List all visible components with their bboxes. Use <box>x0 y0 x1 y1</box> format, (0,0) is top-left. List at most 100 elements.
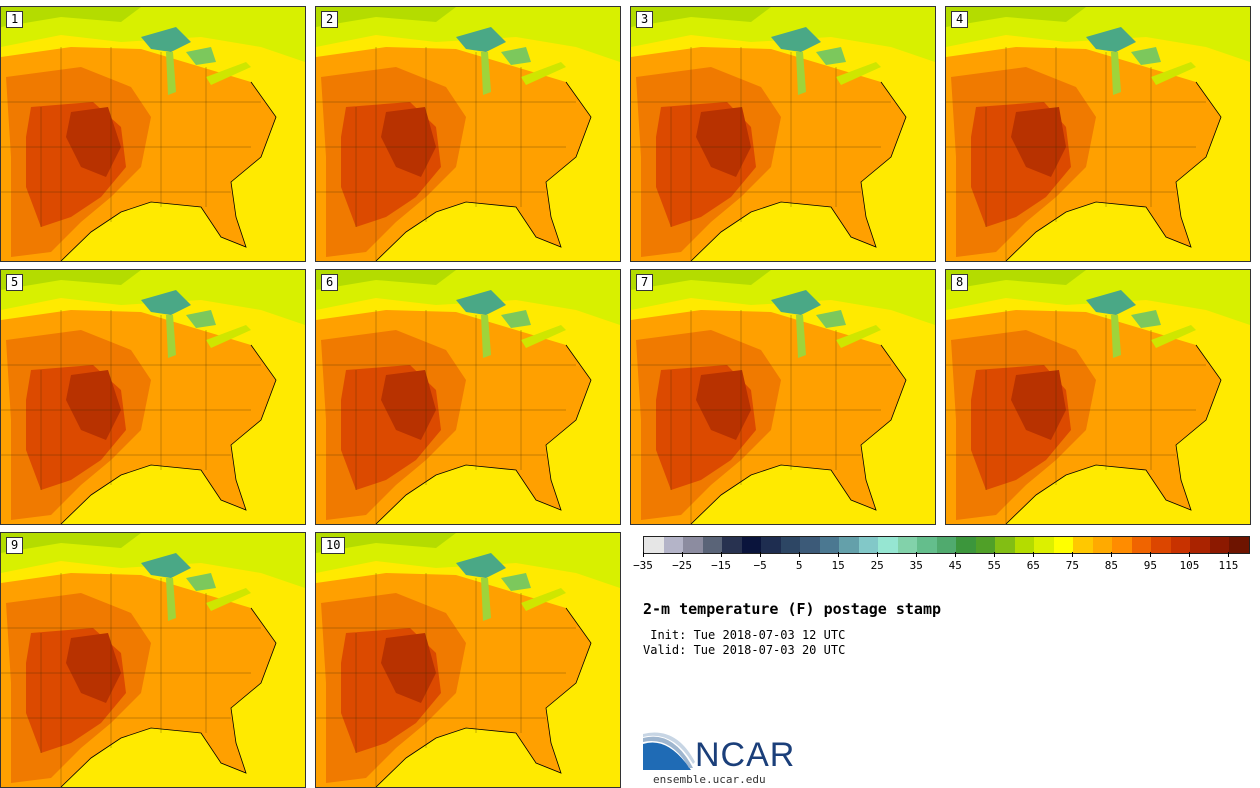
panel-label: 3 <box>636 11 654 28</box>
colorbar-swatch <box>800 537 820 553</box>
colorbar-tick <box>721 552 723 557</box>
colorbar-swatch <box>761 537 781 553</box>
colorbar-swatch <box>1034 537 1054 553</box>
temperature-map <box>946 7 1250 261</box>
colorbar-tick-label: 75 <box>1065 559 1079 572</box>
colorbar-tick-label: −35 <box>633 559 653 572</box>
colorbar-tick <box>1072 552 1074 557</box>
colorbar-tick-label: 5 <box>795 559 803 572</box>
colorbar-tick-label: 55 <box>987 559 1001 572</box>
map-panel-9: 9 <box>0 532 306 788</box>
colorbar-tick <box>1111 552 1113 557</box>
colorbar-tick <box>838 552 840 557</box>
colorbar-tick <box>994 552 996 557</box>
colorbar-tick <box>760 552 762 557</box>
colorbar-swatch <box>995 537 1015 553</box>
colorbar-swatch <box>1170 537 1191 553</box>
panel-label: 10 <box>321 537 346 554</box>
colorbar-tick-label: 15 <box>831 559 845 572</box>
panel-label: 4 <box>951 11 969 28</box>
ncar-logo-icon <box>643 732 695 770</box>
panel-label: 9 <box>6 537 24 554</box>
colorbar-swatch <box>1190 537 1210 553</box>
colorbar-tick-label: 85 <box>1104 559 1118 572</box>
panel-label: 1 <box>6 11 24 28</box>
colorbar-tick-label: 45 <box>948 559 962 572</box>
colorbar-tick <box>955 552 957 557</box>
temperature-map <box>631 270 935 524</box>
ncar-wordmark: NCAR <box>695 736 796 774</box>
colorbar-tick-label: 65 <box>1026 559 1040 572</box>
panel-label: 6 <box>321 274 339 291</box>
colorbar-swatch <box>683 537 703 553</box>
colorbar-tick-label: 105 <box>1179 559 1200 572</box>
colorbar-swatch <box>644 537 664 553</box>
panel-label: 7 <box>636 274 654 291</box>
colorbar-swatch <box>741 537 762 553</box>
map-panel-4: 4 <box>945 6 1251 262</box>
colorbar-tick <box>1033 552 1035 557</box>
colorbar-swatch <box>1151 537 1171 553</box>
colorbar-swatch <box>975 537 996 553</box>
colorbar-swatch <box>839 537 859 553</box>
temperature-map <box>316 7 620 261</box>
colorbar-tick-label: 25 <box>870 559 884 572</box>
colorbar-swatch <box>722 537 742 553</box>
temperature-map <box>316 533 620 787</box>
map-panel-8: 8 <box>945 269 1251 525</box>
colorbar-tick-label: −15 <box>711 559 731 572</box>
colorbar-tick-label: 95 <box>1143 559 1158 572</box>
colorbar-swatch <box>1131 537 1152 553</box>
colorbar-tick <box>1228 552 1230 557</box>
colorbar-swatch <box>1229 537 1249 553</box>
colorbar-tick-label: 35 <box>909 559 923 572</box>
ensemble-url: ensemble.ucar.edu <box>653 773 766 786</box>
map-panel-5: 5 <box>0 269 306 525</box>
map-panel-1: 1 <box>0 6 306 262</box>
temperature-map <box>631 7 935 261</box>
colorbar-swatch <box>1112 537 1132 553</box>
map-panel-2: 2 <box>315 6 621 262</box>
map-panel-3: 3 <box>630 6 936 262</box>
colorbar-swatch <box>1209 537 1230 553</box>
map-panel-7: 7 <box>630 269 936 525</box>
colorbar <box>643 536 1250 554</box>
colorbar-swatch <box>702 537 723 553</box>
panel-label: 8 <box>951 274 969 291</box>
valid-time: Valid: Tue 2018-07-03 20 UTC <box>643 643 846 657</box>
colorbar-tick-label: −25 <box>672 559 692 572</box>
temperature-map <box>1 270 305 524</box>
colorbar-swatch <box>819 537 840 553</box>
colorbar-tick <box>916 552 918 557</box>
colorbar-tick <box>877 552 879 557</box>
colorbar-swatch <box>858 537 879 553</box>
colorbar-tick <box>643 552 644 557</box>
temperature-map <box>316 270 620 524</box>
colorbar-tick <box>682 552 684 557</box>
colorbar-swatch <box>1073 537 1093 553</box>
colorbar-swatch <box>917 537 937 553</box>
colorbar-swatch <box>1053 537 1074 553</box>
map-panel-10: 10 <box>315 532 621 788</box>
plot-title: 2-m temperature (F) postage stamp <box>643 600 942 618</box>
colorbar-swatch <box>956 537 976 553</box>
colorbar-swatch <box>936 537 957 553</box>
colorbar-tick <box>1150 552 1152 557</box>
temperature-map <box>946 270 1250 524</box>
colorbar-ticks: −35 −25 −15 −5 5 15 25 35 45 55 65 75 85 95 105 115 <box>633 552 1248 582</box>
panel-label: 2 <box>321 11 339 28</box>
colorbar-swatch <box>663 537 684 553</box>
colorbar-tick-label: 115 <box>1218 559 1239 572</box>
colorbar-swatch <box>878 537 898 553</box>
colorbar-swatch <box>1092 537 1113 553</box>
init-time: Init: Tue 2018-07-03 12 UTC <box>643 628 846 642</box>
temperature-map <box>1 533 305 787</box>
colorbar-tick-label: −5 <box>753 559 767 572</box>
colorbar-swatch <box>780 537 801 553</box>
colorbar-tick <box>799 552 801 557</box>
temperature-map <box>1 7 305 261</box>
panel-label: 5 <box>6 274 24 291</box>
colorbar-swatch <box>897 537 918 553</box>
colorbar-tick <box>1189 552 1191 557</box>
map-panel-6: 6 <box>315 269 621 525</box>
